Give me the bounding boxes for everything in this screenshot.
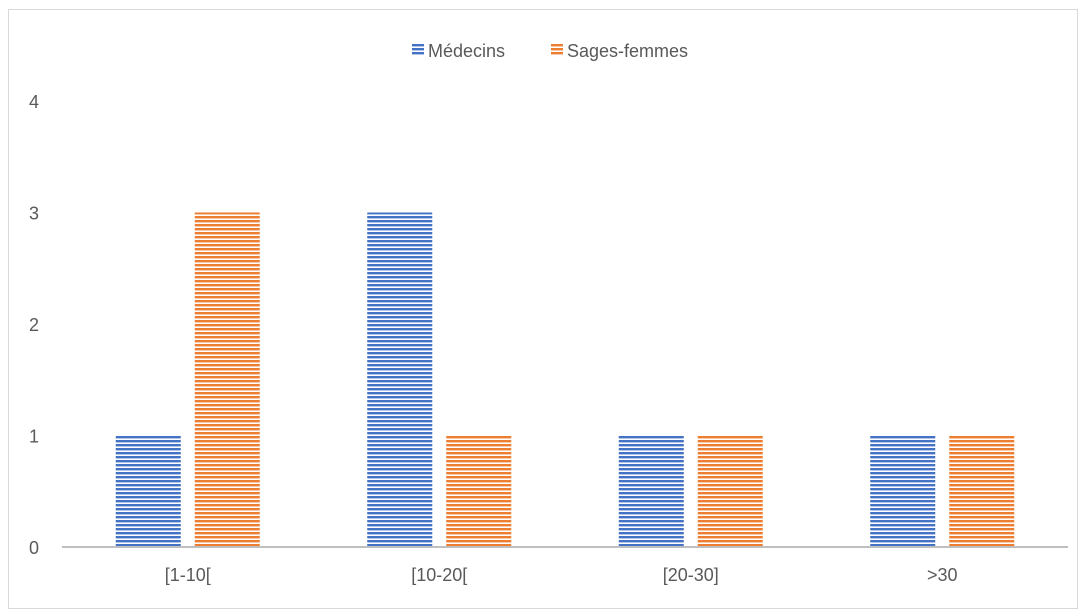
x-category-label: [10-20[ — [411, 565, 467, 585]
bar-medecins-3 — [618, 435, 684, 547]
legend-swatch-medecins — [412, 44, 424, 56]
y-tick-label: 1 — [29, 427, 39, 447]
bar-sages-femmes-2 — [446, 435, 512, 547]
y-axis-ticks: 0 1 2 3 4 — [29, 92, 39, 558]
y-tick-label: 2 — [29, 315, 39, 335]
bar-medecins-4 — [870, 435, 936, 547]
legend-label-sages-femmes: Sages-femmes — [567, 41, 688, 61]
bar-medecins-2 — [367, 212, 433, 547]
legend-label-medecins: Médecins — [428, 41, 505, 61]
bar-sages-femmes-1 — [194, 212, 260, 547]
x-category-label: [1-10[ — [165, 565, 211, 585]
y-tick-label: 3 — [29, 204, 39, 224]
bar-medecins-1 — [115, 435, 181, 547]
bar-sages-femmes-3 — [697, 435, 763, 547]
legend: Médecins Sages-femmes — [412, 41, 688, 61]
legend-swatch-sages-femmes — [551, 44, 563, 56]
x-category-label: [20-30] — [663, 565, 719, 585]
x-axis-labels: [1-10[ [10-20[ [20-30] >30 — [165, 565, 958, 585]
y-tick-label: 0 — [29, 538, 39, 558]
y-tick-label: 4 — [29, 92, 39, 112]
x-category-label: >30 — [927, 565, 958, 585]
bars — [115, 212, 1015, 547]
bar-sages-femmes-4 — [949, 435, 1015, 547]
